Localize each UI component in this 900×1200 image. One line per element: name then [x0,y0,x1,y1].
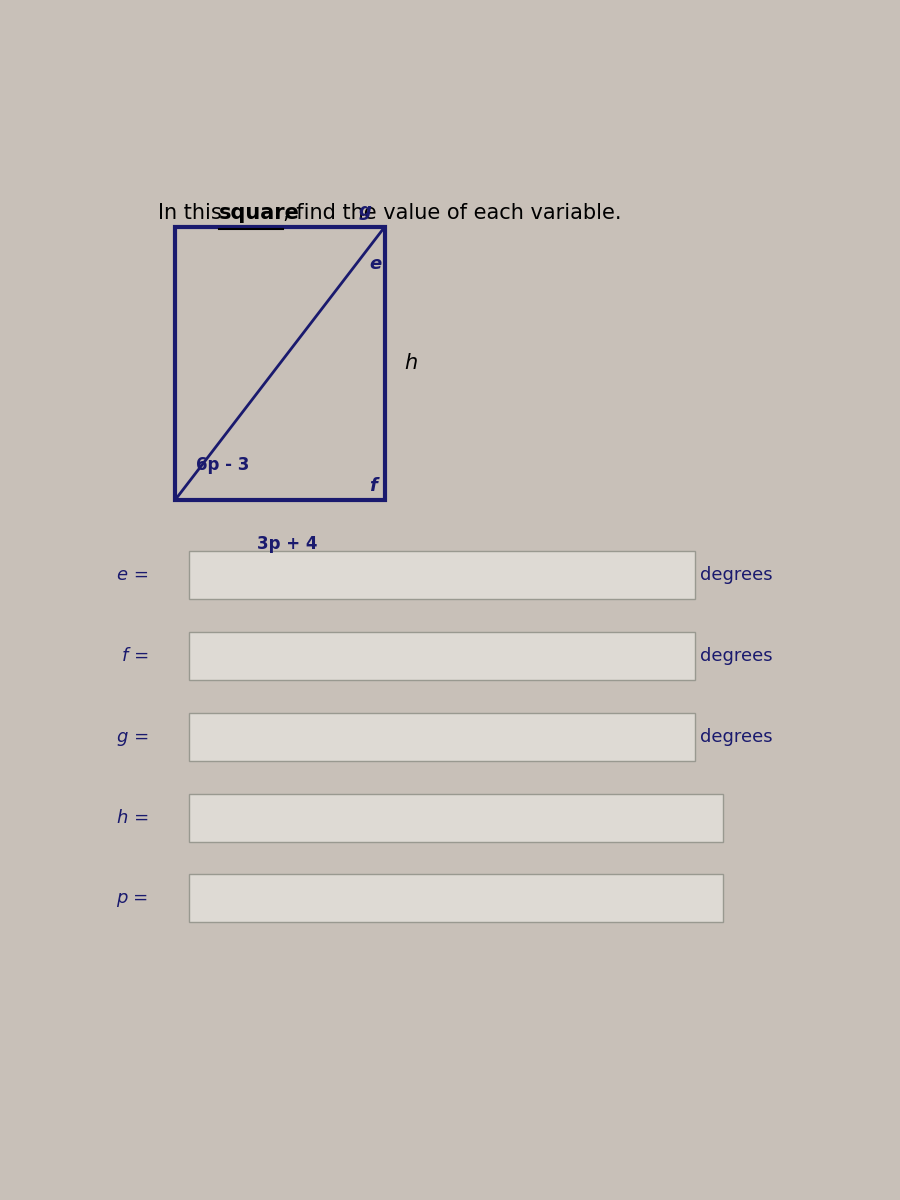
FancyBboxPatch shape [189,551,695,599]
Text: degrees: degrees [700,728,772,746]
Text: 6p - 3: 6p - 3 [196,456,249,474]
Text: square: square [219,203,300,223]
Text: f =: f = [122,647,148,665]
Text: h: h [404,354,418,373]
FancyBboxPatch shape [189,632,695,680]
Text: h =: h = [116,809,148,827]
Text: f: f [369,478,376,496]
Text: In this: In this [158,203,229,223]
Text: e =: e = [117,565,148,583]
Text: degrees: degrees [700,565,772,583]
FancyBboxPatch shape [189,793,723,841]
FancyBboxPatch shape [189,713,695,761]
Text: g =: g = [116,728,148,746]
Text: e: e [369,256,382,274]
Text: p =: p = [116,889,148,907]
Text: , find the value of each variable.: , find the value of each variable. [284,203,622,223]
FancyBboxPatch shape [189,874,723,922]
Text: 3p + 4: 3p + 4 [256,535,317,553]
Text: degrees: degrees [700,647,772,665]
Text: g: g [358,202,372,220]
